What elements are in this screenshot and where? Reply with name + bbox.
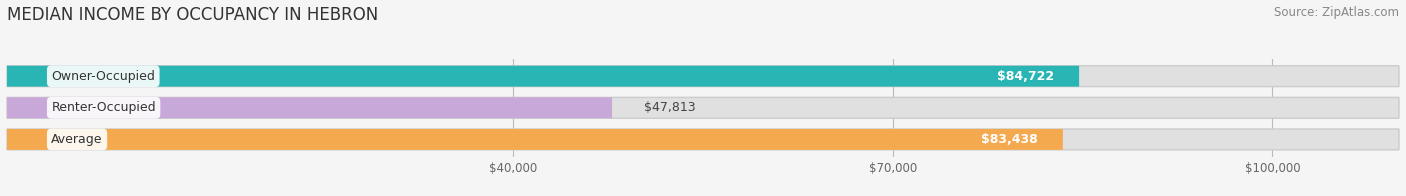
FancyBboxPatch shape <box>7 66 1078 87</box>
Text: $47,813: $47,813 <box>644 101 696 114</box>
Text: $84,722: $84,722 <box>997 70 1053 83</box>
Text: Source: ZipAtlas.com: Source: ZipAtlas.com <box>1274 6 1399 19</box>
Text: MEDIAN INCOME BY OCCUPANCY IN HEBRON: MEDIAN INCOME BY OCCUPANCY IN HEBRON <box>7 6 378 24</box>
FancyBboxPatch shape <box>7 97 1399 118</box>
Text: $83,438: $83,438 <box>981 133 1038 146</box>
FancyBboxPatch shape <box>7 66 1399 87</box>
FancyBboxPatch shape <box>7 129 1063 150</box>
Text: Average: Average <box>52 133 103 146</box>
Text: Owner-Occupied: Owner-Occupied <box>52 70 155 83</box>
Text: Renter-Occupied: Renter-Occupied <box>52 101 156 114</box>
FancyBboxPatch shape <box>7 97 612 118</box>
FancyBboxPatch shape <box>7 129 1399 150</box>
